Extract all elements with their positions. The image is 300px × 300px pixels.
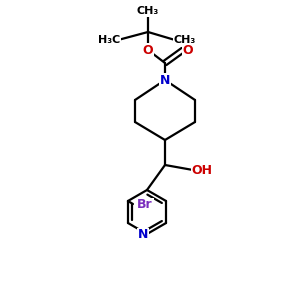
Text: CH₃: CH₃: [137, 6, 159, 16]
Text: Br: Br: [137, 199, 153, 212]
Text: OH: OH: [191, 164, 212, 176]
Text: O: O: [183, 44, 193, 56]
Text: CH₃: CH₃: [174, 35, 196, 45]
Text: O: O: [143, 44, 153, 56]
Text: H₃C: H₃C: [98, 35, 120, 45]
Text: N: N: [138, 229, 148, 242]
Text: N: N: [160, 74, 170, 86]
